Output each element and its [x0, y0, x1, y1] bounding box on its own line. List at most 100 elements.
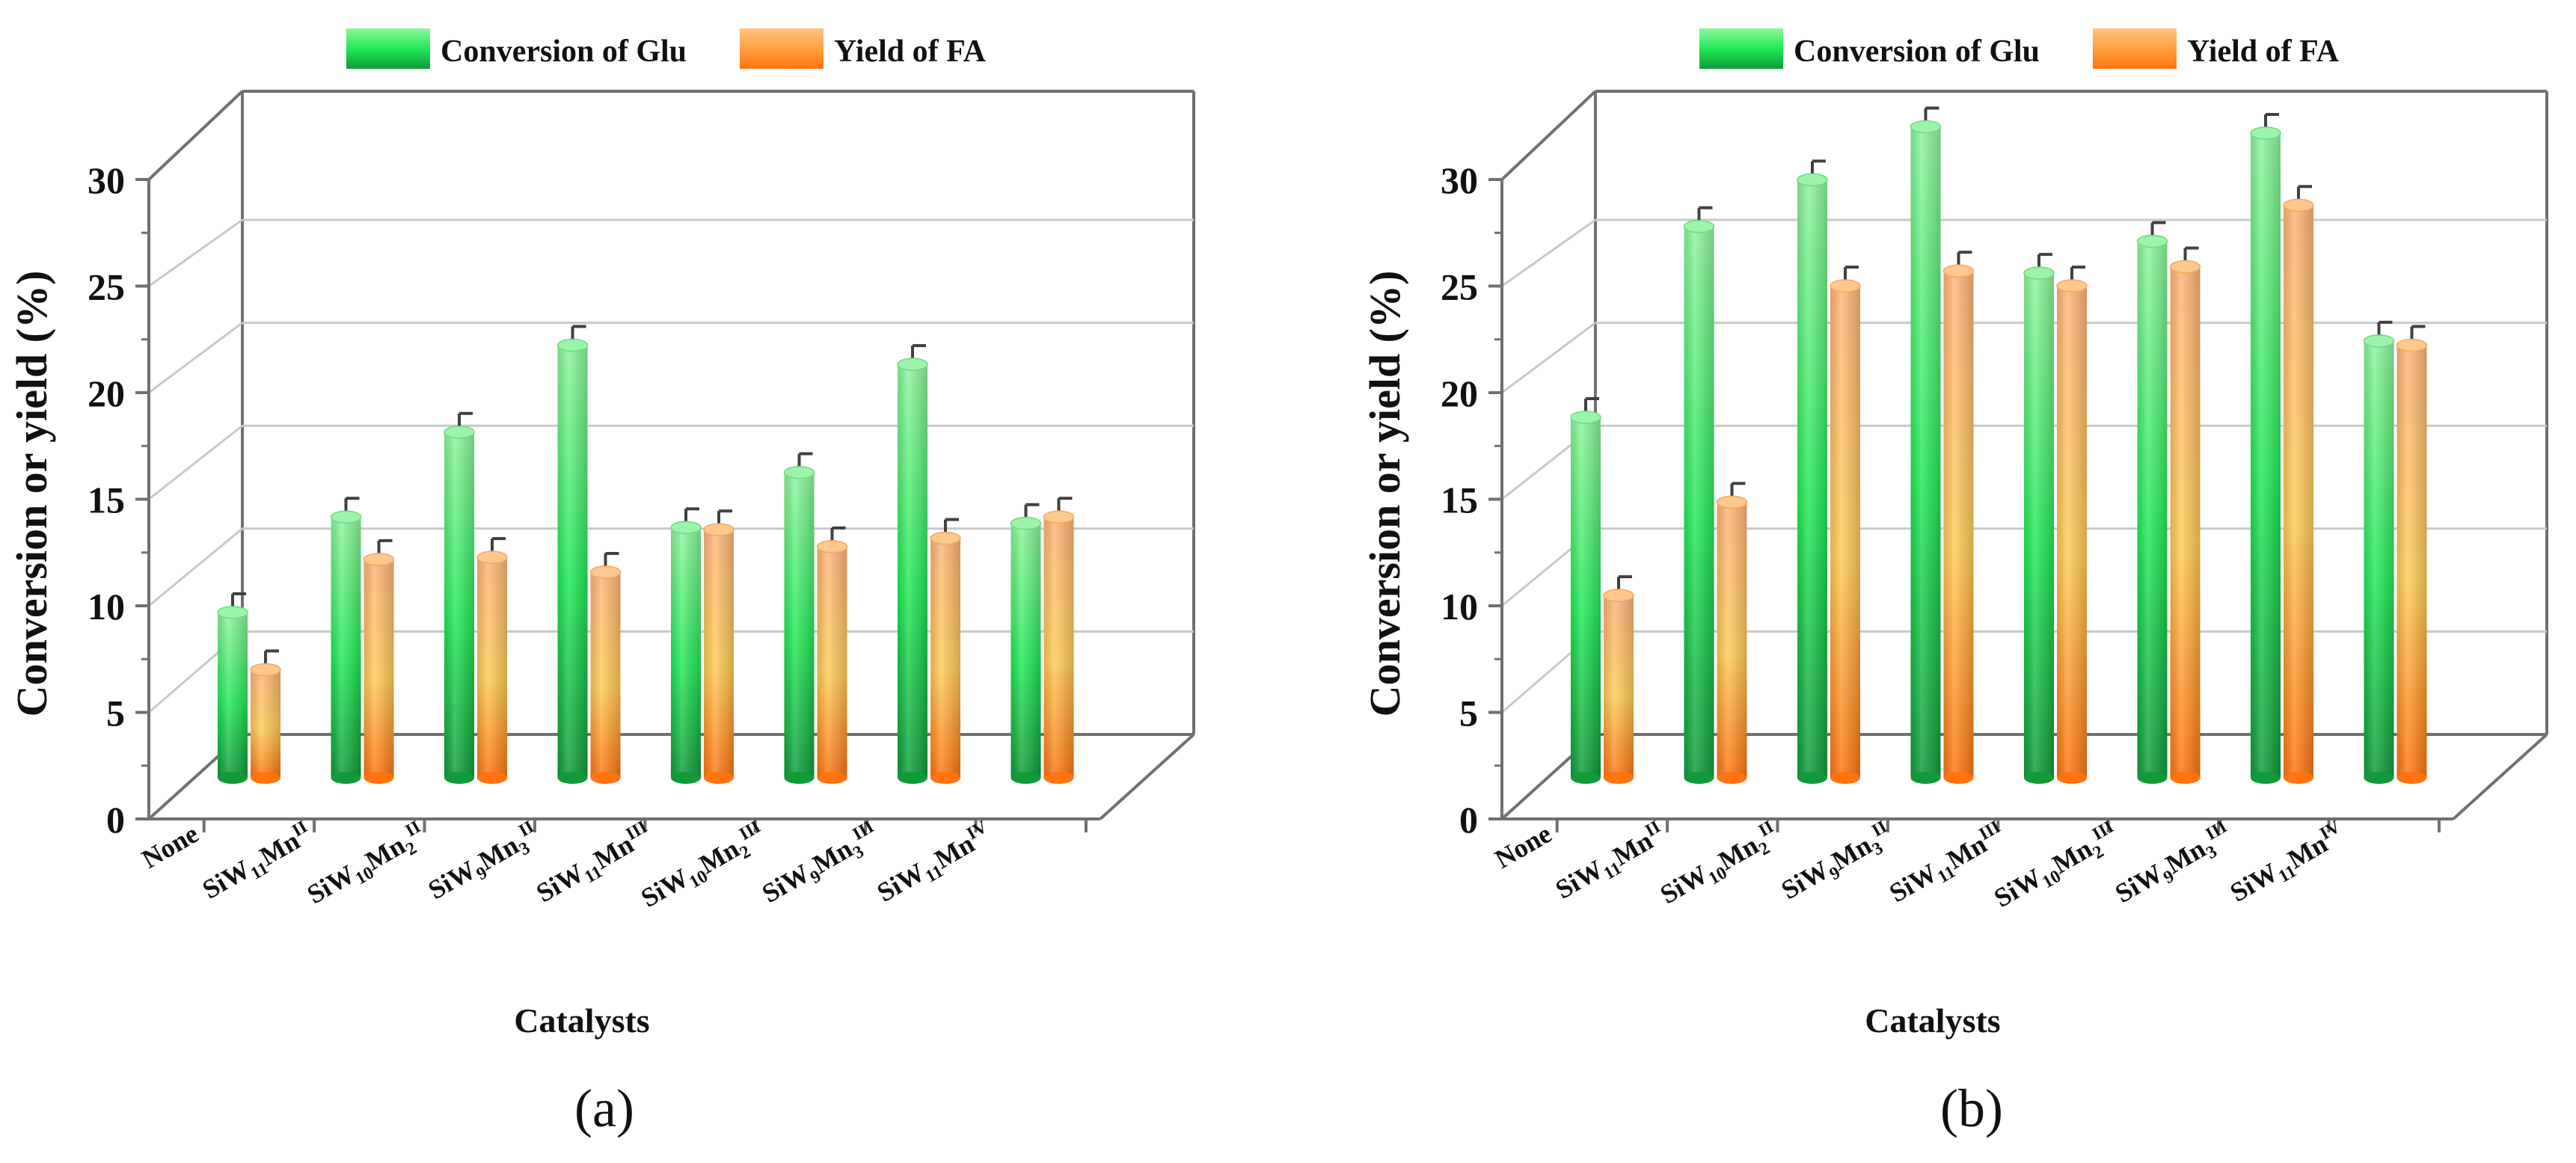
y-tick-label: 10 — [1441, 586, 1478, 627]
bar-base-cap — [784, 772, 815, 784]
bar-base-cap — [1797, 772, 1827, 784]
bar-base-cap — [1943, 772, 1974, 784]
bar-base-cap — [1011, 772, 1041, 784]
bar-top-cap — [589, 565, 622, 579]
bar-top-cap — [670, 521, 702, 535]
y-tick-label: 30 — [88, 159, 125, 201]
bar-base-cap — [2251, 772, 2281, 784]
side-wall-top-edge — [147, 90, 244, 181]
bar-shading — [2251, 133, 2281, 778]
bar-shading — [704, 530, 734, 778]
bar-shading — [1717, 502, 1747, 778]
gridline-side — [148, 527, 243, 607]
category-labels: NoneSiW11MnIISiW10Mn2IISiW9Mn3IISiW11MnI… — [1490, 817, 2352, 918]
bar-top-cap — [2283, 198, 2314, 212]
bar-top-cap — [1716, 495, 1748, 509]
bar-base-cap — [704, 772, 734, 784]
bar-top-cap — [2169, 260, 2201, 274]
bar-shading — [671, 527, 701, 778]
category-label: SiW10Mn2III — [635, 817, 772, 918]
bar-top-cap — [1603, 589, 1634, 602]
bar-shading — [331, 517, 361, 778]
y-tick-label: 30 — [1441, 159, 1478, 201]
bar-top-cap — [897, 358, 928, 371]
y-tick-label: 0 — [106, 799, 125, 841]
legend: Conversion of Glu Yield of FA — [346, 28, 987, 69]
bar-top-cap — [444, 426, 475, 439]
bar-shading — [1571, 417, 1601, 778]
bar-shading — [1684, 226, 1714, 778]
category-label: SiW11MnII — [1550, 817, 1672, 909]
bar-shading — [1910, 126, 1941, 779]
category-label: None — [137, 818, 203, 874]
bar-base-cap — [1684, 772, 1714, 784]
bar-top-cap — [330, 510, 362, 524]
y-axis-ticks: 0 5 10 15 20 25 30 — [88, 159, 1088, 841]
bar-base-cap — [2024, 772, 2054, 784]
legend-swatch-conversion — [1699, 28, 1783, 69]
bar-top-cap — [930, 531, 961, 545]
bar-top-cap — [2023, 266, 2055, 280]
bar-shading — [218, 612, 248, 778]
category-label: SiW9Mn3II — [423, 817, 546, 909]
bar-shading — [2284, 205, 2313, 778]
category-label: SiW9Mn3III — [2109, 817, 2239, 913]
bar-top-cap — [250, 663, 281, 677]
legend-swatch-yield — [740, 28, 824, 69]
y-tick-label: 5 — [106, 693, 125, 734]
legend-label-yield: Yield of FA — [2187, 34, 2340, 69]
bar-shading — [930, 538, 960, 778]
y-tick-label: 25 — [1441, 266, 1478, 308]
y-tick-label: 20 — [1441, 372, 1478, 414]
bar-base-cap — [1830, 772, 1860, 784]
bar-top-cap — [2363, 334, 2395, 348]
bar-shading — [817, 546, 847, 778]
bar-base-cap — [2057, 772, 2087, 784]
bar-top-cap — [1910, 120, 1942, 134]
category-label: SiW11MnIV — [871, 817, 999, 912]
bar-top-cap — [1570, 411, 1601, 424]
legend-label-conversion: Conversion of Glu — [441, 34, 687, 69]
panel-a: 051015202530NoneSiW11MnIISiW10Mn2IISiW9M… — [7, 28, 1195, 1138]
panel-b: 051015202530NoneSiW11MnIISiW10Mn2IISiW9M… — [1361, 28, 2548, 1138]
bar-top-cap — [703, 523, 735, 537]
bar-base-cap — [218, 772, 248, 784]
bar-top-cap — [363, 553, 395, 566]
bar-shading — [444, 432, 474, 778]
category-label: SiW11MnII — [197, 817, 319, 909]
category-label: SiW9Mn3II — [1776, 817, 1899, 909]
category-label: SiW11MnIII — [530, 817, 659, 912]
gridline-side — [148, 322, 243, 394]
bar-top-cap — [476, 550, 508, 564]
bar-base-cap — [1717, 772, 1747, 784]
y-tick-label: 15 — [88, 479, 125, 521]
category-label: None — [1490, 818, 1557, 874]
bar-shading — [784, 472, 815, 778]
bar-top-cap — [783, 465, 815, 479]
legend-label-yield: Yield of FA — [834, 34, 987, 69]
bars — [1570, 106, 2428, 784]
floor-right-edge — [2452, 733, 2548, 820]
category-label: SiW11MnIV — [2224, 817, 2352, 912]
bar-base-cap — [444, 772, 474, 784]
category-label: SiW9Mn3III — [756, 817, 886, 913]
legend-swatch-yield — [2093, 28, 2177, 69]
bar-top-cap — [2136, 234, 2168, 248]
bar-base-cap — [251, 772, 280, 784]
bar-shading — [2170, 266, 2201, 778]
bar-top-cap — [1043, 510, 1075, 524]
bar-shading — [590, 571, 621, 778]
category-label: SiW10Mn2III — [1988, 817, 2125, 918]
bar-base-cap — [331, 772, 361, 784]
bar-base-cap — [671, 772, 701, 784]
legend-label-conversion: Conversion of Glu — [1794, 34, 2040, 69]
bar-top-cap — [1683, 220, 1715, 233]
bar-shading — [1043, 517, 1074, 778]
y-tick-label: 20 — [88, 372, 125, 414]
y-axis-ticks: 0 5 10 15 20 25 30 — [1441, 159, 2441, 841]
bar-shading — [2396, 345, 2427, 778]
bar-shading — [1943, 271, 1974, 778]
bar-base-cap — [2284, 772, 2313, 784]
